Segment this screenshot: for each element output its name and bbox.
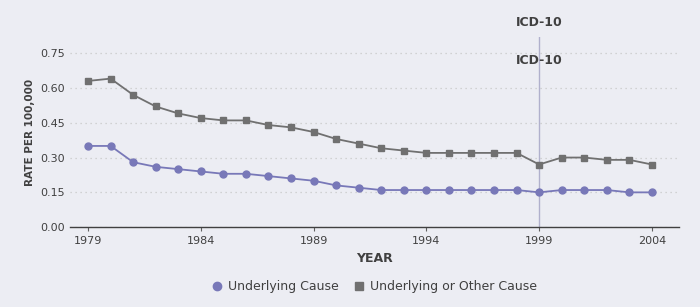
Underlying or Other Cause: [174, 112, 183, 115]
Underlying or Other Cause: [400, 149, 408, 152]
Underlying or Other Cause: [444, 151, 453, 155]
Legend: Underlying Cause, Underlying or Other Cause: Underlying Cause, Underlying or Other Ca…: [207, 275, 542, 298]
Underlying Cause: [151, 165, 160, 169]
Underlying Cause: [422, 188, 430, 192]
Underlying or Other Cause: [580, 156, 589, 159]
Underlying or Other Cause: [648, 163, 656, 166]
Underlying or Other Cause: [151, 105, 160, 108]
Text: ICD-10: ICD-10: [516, 16, 563, 29]
Underlying Cause: [174, 167, 183, 171]
Underlying or Other Cause: [241, 119, 250, 122]
Underlying or Other Cause: [354, 142, 363, 146]
Underlying or Other Cause: [106, 77, 115, 80]
Underlying Cause: [84, 144, 92, 148]
Underlying Cause: [490, 188, 498, 192]
Underlying Cause: [580, 188, 589, 192]
Underlying or Other Cause: [512, 151, 521, 155]
Line: Underlying Cause: Underlying Cause: [85, 142, 655, 196]
Underlying Cause: [444, 188, 453, 192]
Text: ICD-10: ICD-10: [516, 54, 563, 67]
Underlying Cause: [287, 177, 295, 180]
Underlying or Other Cause: [535, 163, 543, 166]
Underlying Cause: [557, 188, 566, 192]
Underlying Cause: [332, 184, 340, 187]
Underlying Cause: [400, 188, 408, 192]
Underlying or Other Cause: [468, 151, 476, 155]
Underlying Cause: [241, 172, 250, 176]
Underlying or Other Cause: [557, 156, 566, 159]
Underlying or Other Cause: [422, 151, 430, 155]
Underlying or Other Cause: [197, 116, 205, 120]
Underlying Cause: [535, 191, 543, 194]
Underlying Cause: [309, 179, 318, 183]
Underlying Cause: [468, 188, 476, 192]
Y-axis label: RATE PER 100,000: RATE PER 100,000: [25, 79, 35, 185]
Underlying Cause: [354, 186, 363, 189]
Underlying Cause: [648, 191, 656, 194]
Underlying or Other Cause: [309, 130, 318, 134]
Underlying Cause: [512, 188, 521, 192]
Underlying or Other Cause: [625, 158, 634, 162]
Underlying Cause: [197, 170, 205, 173]
Underlying Cause: [129, 160, 137, 164]
Underlying or Other Cause: [490, 151, 498, 155]
Underlying or Other Cause: [129, 93, 137, 97]
Underlying Cause: [625, 191, 634, 194]
Underlying or Other Cause: [287, 126, 295, 129]
Underlying Cause: [265, 174, 273, 178]
Line: Underlying or Other Cause: Underlying or Other Cause: [85, 75, 655, 168]
Underlying or Other Cause: [377, 146, 386, 150]
Underlying or Other Cause: [219, 119, 228, 122]
Underlying or Other Cause: [603, 158, 611, 162]
Underlying Cause: [106, 144, 115, 148]
Underlying Cause: [377, 188, 386, 192]
Underlying Cause: [603, 188, 611, 192]
X-axis label: YEAR: YEAR: [356, 252, 393, 265]
Underlying or Other Cause: [84, 79, 92, 83]
Underlying or Other Cause: [265, 123, 273, 127]
Underlying or Other Cause: [332, 137, 340, 141]
Underlying Cause: [219, 172, 228, 176]
